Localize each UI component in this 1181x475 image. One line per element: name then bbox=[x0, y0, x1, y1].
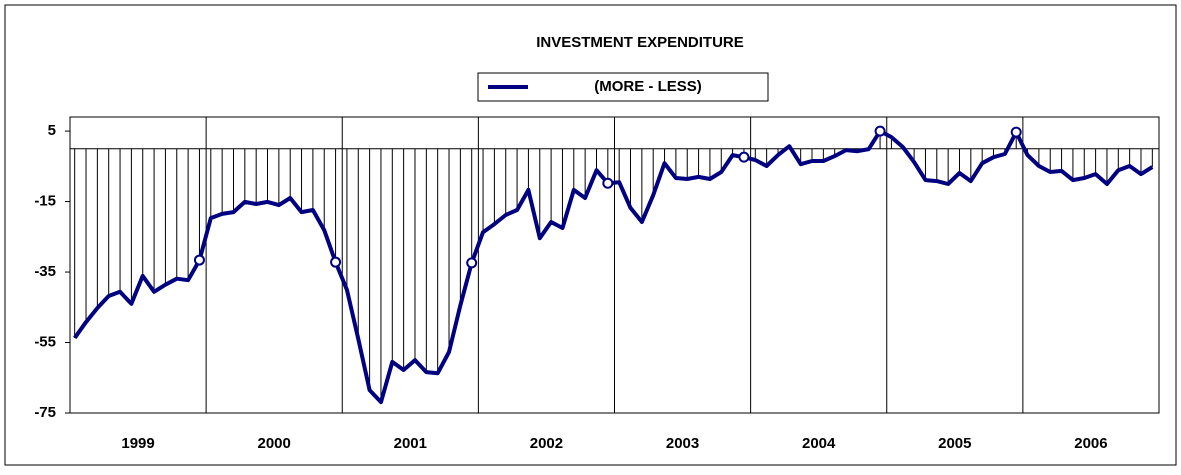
marker bbox=[874, 125, 886, 137]
marker bbox=[1010, 126, 1022, 138]
y-tick-label: -55 bbox=[34, 333, 56, 350]
y-tick-label: -35 bbox=[34, 263, 56, 280]
marker bbox=[466, 257, 478, 269]
marker bbox=[738, 151, 750, 163]
legend-label: (MORE - LESS) bbox=[594, 78, 702, 95]
x-tick-label: 2004 bbox=[802, 435, 836, 452]
x-tick-label: 1999 bbox=[121, 435, 154, 452]
x-tick-label: 2001 bbox=[394, 435, 427, 452]
chart-title: INVESTMENT EXPENDITURE bbox=[536, 34, 744, 51]
marker bbox=[330, 256, 342, 268]
x-tick-label: 2006 bbox=[1074, 435, 1107, 452]
y-tick-label: -75 bbox=[34, 404, 56, 421]
x-tick-label: 2003 bbox=[666, 435, 699, 452]
x-tick-label: 2000 bbox=[258, 435, 291, 452]
y-tick-label: -15 bbox=[34, 193, 56, 210]
marker bbox=[193, 254, 205, 266]
x-tick-label: 2005 bbox=[938, 435, 971, 452]
marker bbox=[602, 177, 614, 189]
y-tick-label: 5 bbox=[48, 122, 56, 139]
x-tick-label: 2002 bbox=[530, 435, 563, 452]
line bbox=[73, 129, 1154, 405]
